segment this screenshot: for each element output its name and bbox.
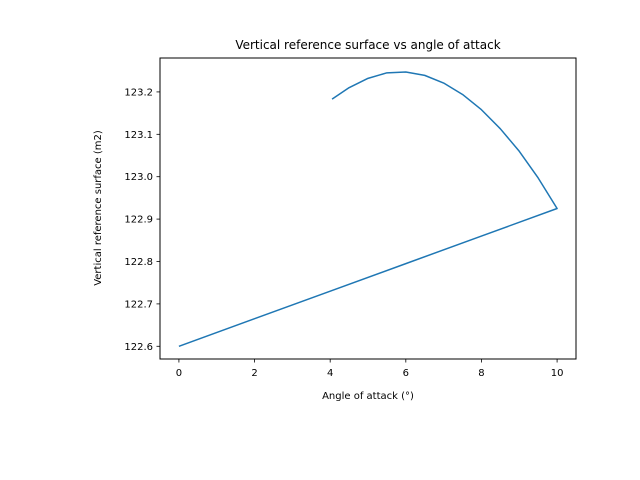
chart-title: Vertical reference surface vs angle of a… <box>235 38 500 52</box>
y-tick-label: 122.7 <box>124 299 153 310</box>
x-tick-label: 8 <box>478 368 484 379</box>
x-axis-label: Angle of attack (°) <box>322 391 414 402</box>
y-tick-label: 123.0 <box>124 172 153 183</box>
x-tick-label: 10 <box>551 368 564 379</box>
plot-area <box>160 58 576 359</box>
x-axis-ticks: 0 2 4 6 8 10 <box>176 359 564 379</box>
y-tick-label: 123.2 <box>124 87 153 98</box>
x-tick-label: 2 <box>251 368 257 379</box>
x-tick-label: 4 <box>327 368 333 379</box>
x-tick-label: 6 <box>403 368 409 379</box>
y-axis-ticks: 122.6 122.7 122.8 122.9 123.0 123.1 123.2 <box>124 87 160 353</box>
plot-frame <box>159 57 577 360</box>
y-axis-label: Vertical reference surface (m2) <box>93 130 104 286</box>
y-tick-label: 122.8 <box>124 257 153 268</box>
series-line-0 <box>178 71 558 347</box>
y-tick-label: 122.9 <box>124 215 153 226</box>
series-layer <box>178 71 558 347</box>
y-tick-label: 123.1 <box>124 130 153 141</box>
y-tick-label: 122.6 <box>124 342 153 353</box>
x-tick-label: 0 <box>176 368 182 379</box>
